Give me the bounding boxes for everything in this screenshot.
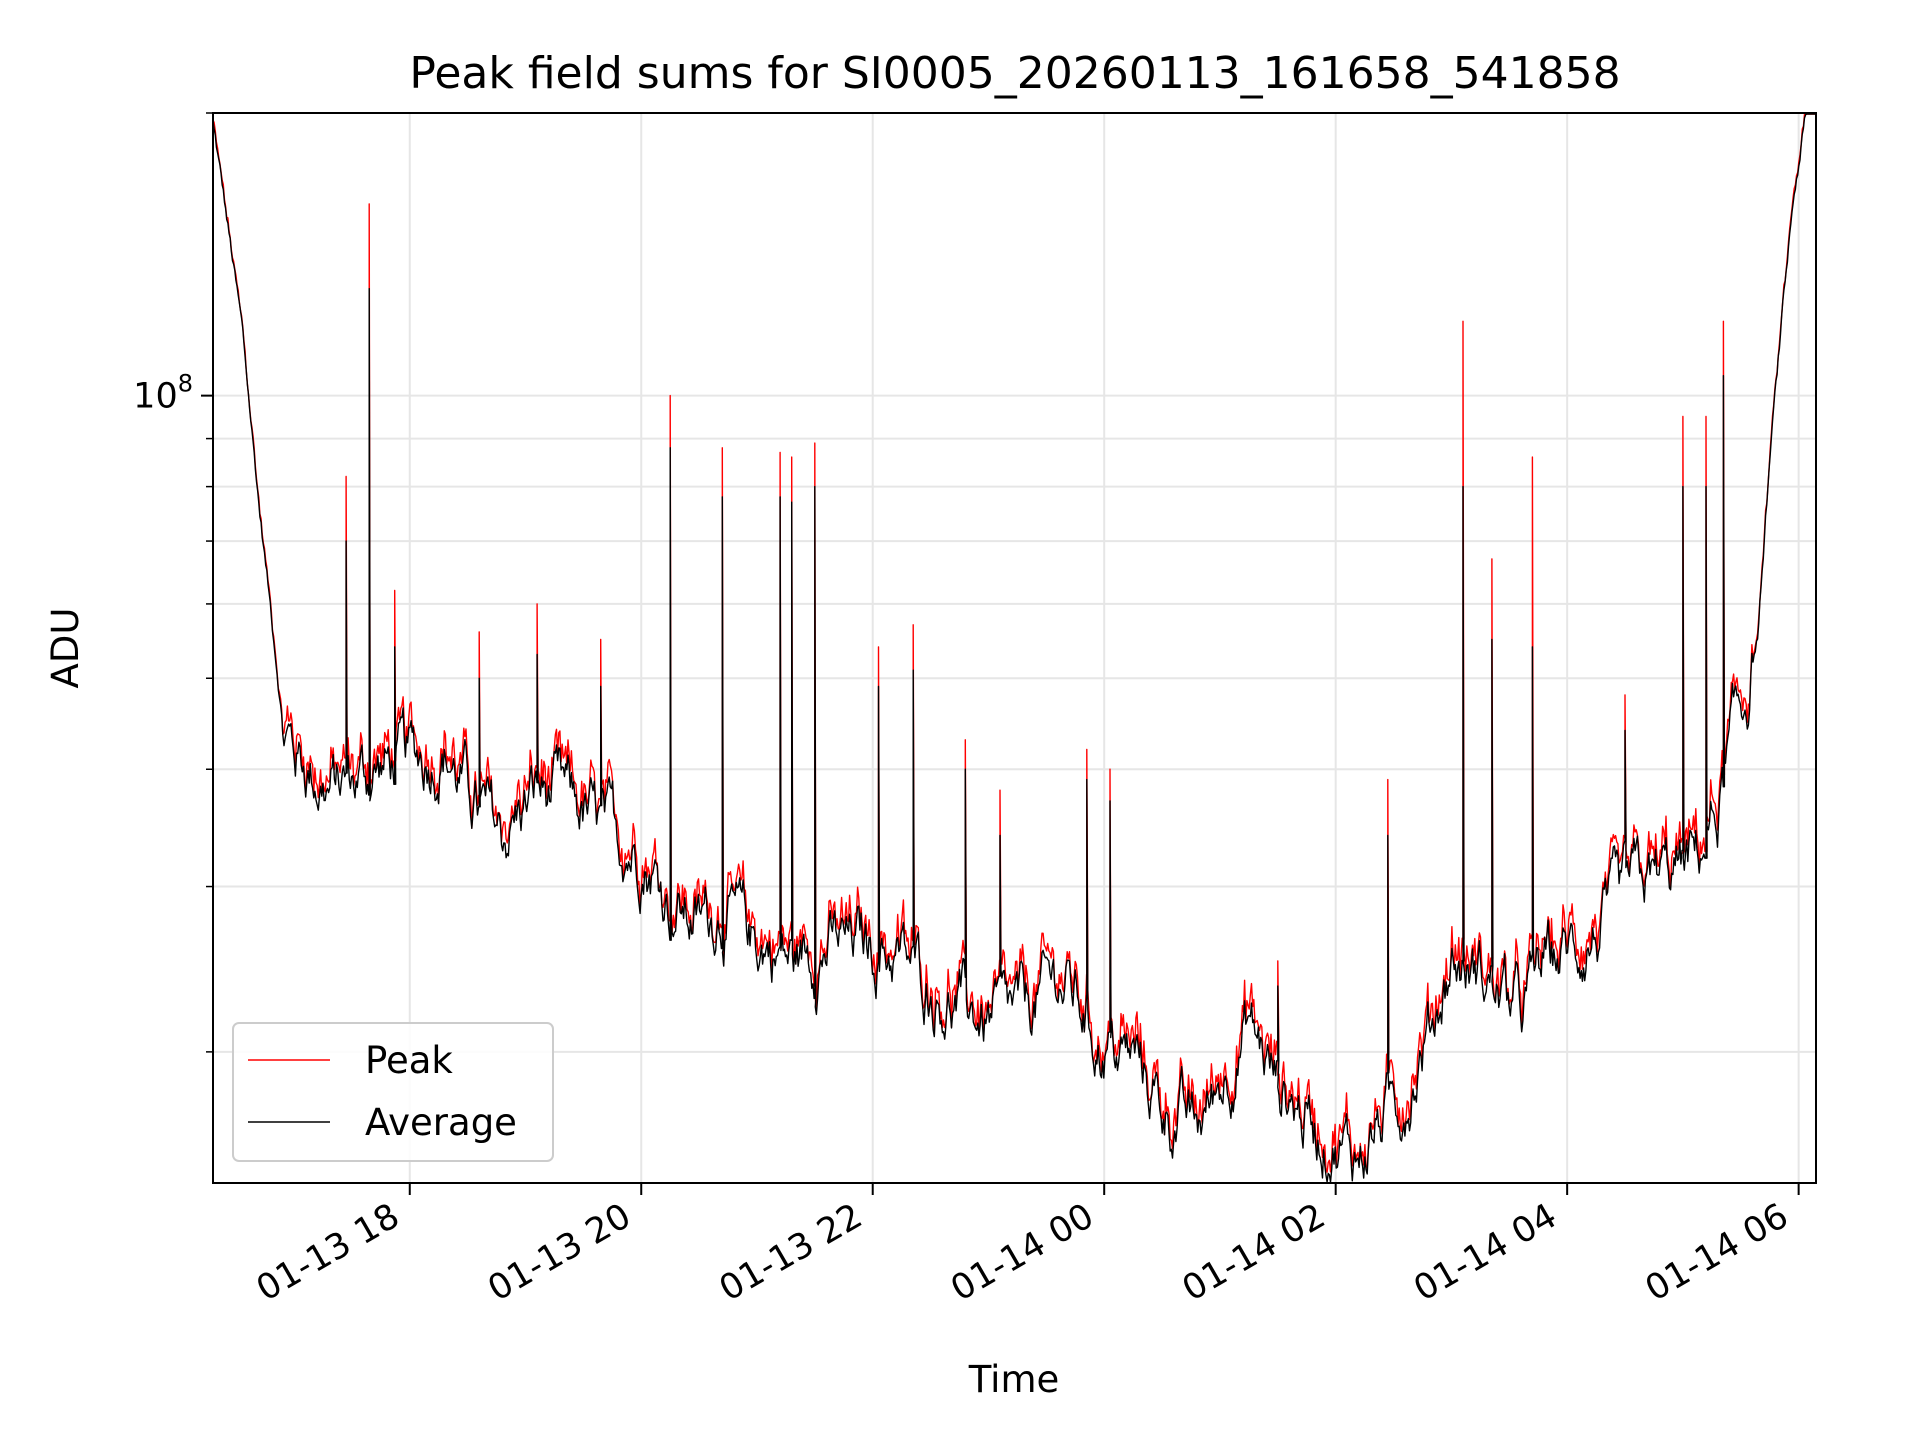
- series-average-line: [212, 113, 1816, 1183]
- x-axis-label: Time: [968, 1358, 1060, 1401]
- legend-box: [232, 1022, 554, 1162]
- series-layer: [212, 113, 1816, 1183]
- chart-title: Peak field sums for SI0005_20260113_1616…: [409, 48, 1620, 99]
- legend-label-peak: Peak: [365, 1039, 453, 1082]
- legend: Peak Average: [232, 1022, 554, 1162]
- plot-frame: [212, 112, 1817, 1184]
- y-axis-label: ADU: [44, 608, 87, 689]
- y-tick-label: 108: [133, 370, 193, 417]
- legend-label-average: Average: [365, 1101, 517, 1144]
